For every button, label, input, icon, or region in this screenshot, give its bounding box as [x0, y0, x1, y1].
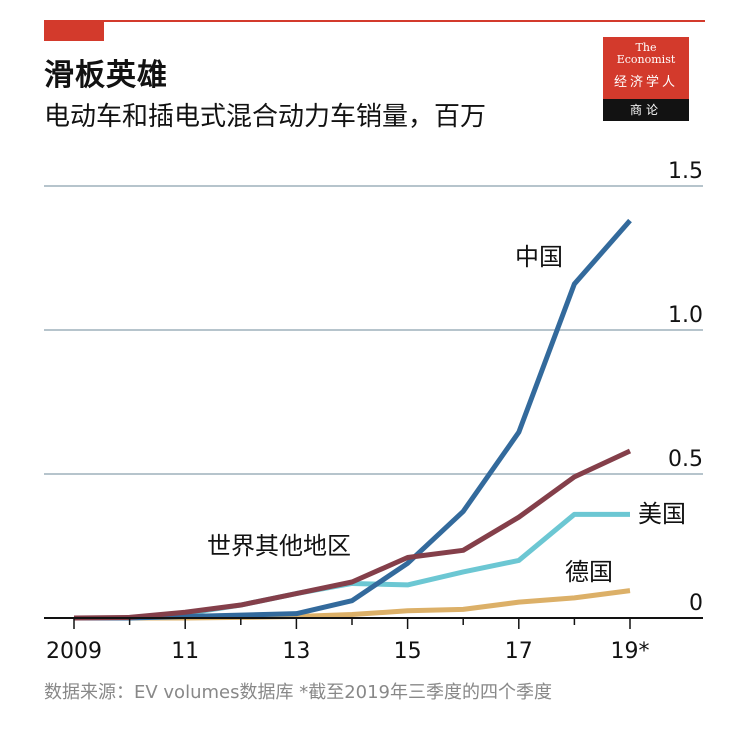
top-accent-block [44, 20, 104, 41]
logo-section-label: 商论 [603, 99, 689, 121]
gridlines [44, 185, 703, 475]
y-tick-label: 1.5 [668, 159, 703, 184]
label-rest-of-world: 世界其他地区 [207, 532, 351, 560]
series-line-rest-of-world [73, 448, 632, 621]
x-axis: 2009 11 13 15 17 19* [44, 617, 703, 664]
x-tick-label: 17 [505, 639, 533, 664]
x-tick-label: 19* [611, 639, 650, 664]
series-labels: 中国 世界其他地区 美国 德国 [207, 243, 686, 586]
y-tick-label: 0.5 [668, 447, 703, 472]
x-tick-label: 13 [282, 639, 310, 664]
chart-title: 滑板英雄 [44, 58, 168, 93]
label-china: 中国 [515, 243, 563, 271]
economist-logo: The Economist 经济学人 商论 [603, 37, 689, 121]
source-note: 数据来源：EV volumes数据库 *截至2019年三季度的四个季度 [44, 682, 552, 703]
top-rule [44, 20, 705, 22]
label-germany: 德国 [565, 558, 613, 586]
logo-red-panel: The Economist 经济学人 [603, 37, 689, 99]
logo-chinese-name: 经济学人 [613, 75, 678, 90]
x-tick-label: 15 [394, 639, 422, 664]
y-tick-label: 1.0 [668, 303, 703, 328]
x-tick-label: 11 [171, 639, 199, 664]
logo-the-text: The [635, 41, 657, 54]
x-tick-label: 2009 [46, 639, 102, 664]
label-usa: 美国 [638, 500, 686, 528]
chart-subtitle: 电动车和插电式混合动力车销量，百万 [44, 102, 487, 132]
y-tick-label: 0 [689, 591, 703, 616]
series-lines [73, 218, 632, 621]
logo-economist-text: Economist [616, 53, 676, 66]
y-axis-labels: 0 0.5 1.0 1.5 [668, 159, 703, 616]
series-line-china [74, 218, 632, 621]
